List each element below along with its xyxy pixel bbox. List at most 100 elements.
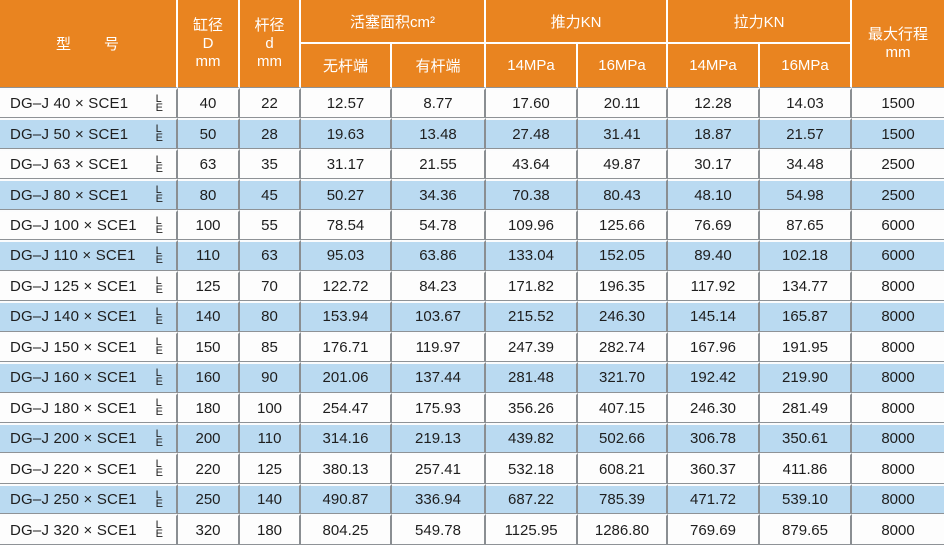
model-label: DG–J 160 × SCE1 (10, 369, 137, 387)
value-cell: 17.60 (486, 88, 578, 119)
value-cell: 804.25 (301, 514, 392, 545)
value-cell: 1500 (852, 118, 944, 149)
suffix-bottom: E (155, 314, 163, 327)
value-cell: 247.39 (486, 331, 578, 363)
value-cell: 167.96 (668, 331, 760, 363)
value-cell: 125 (240, 453, 301, 484)
header-bore-line2: D (202, 34, 214, 52)
model-cell: DG–J 200 × SCE1 L E (0, 422, 178, 454)
table-row: DG–J 100 × SCE1 L E 100 55 78.54 54.78 109.96 12… (0, 209, 944, 241)
value-cell: 80.43 (578, 179, 668, 210)
suffix-top: L (155, 458, 162, 471)
model-cell: DG–J 250 × SCE1 L E (0, 483, 178, 515)
value-cell: 34.36 (392, 179, 486, 210)
value-cell: 30.17 (668, 148, 760, 180)
value-cell: 171.82 (486, 270, 578, 302)
value-cell: 2500 (852, 148, 944, 180)
model-cell: DG–J 140 × SCE1 L E (0, 301, 178, 332)
value-cell: 8000 (852, 392, 944, 423)
model-label: DG–J 40 × SCE1 (10, 95, 129, 113)
value-cell: 608.21 (578, 453, 668, 484)
value-cell: 55 (240, 209, 301, 241)
value-cell: 89.40 (668, 240, 760, 271)
value-cell: 133.04 (486, 240, 578, 271)
value-cell: 40 (178, 88, 240, 119)
value-cell: 54.98 (760, 179, 852, 210)
value-cell: 471.72 (668, 483, 760, 515)
value-cell: 320 (178, 514, 240, 545)
value-cell: 125.66 (578, 209, 668, 241)
value-cell: 215.52 (486, 301, 578, 332)
value-cell: 8000 (852, 301, 944, 332)
value-cell: 18.87 (668, 118, 760, 149)
value-cell: 63 (178, 148, 240, 180)
value-cell: 22 (240, 88, 301, 119)
value-cell: 140 (240, 483, 301, 515)
header-pull-14mpa: 14MPa (668, 44, 760, 88)
header-rod-line2: d (265, 34, 274, 52)
suffix-bottom: E (155, 253, 163, 266)
header-model: 型 号 (0, 0, 178, 88)
header-max-stroke-line1: 最大行程 (867, 25, 928, 43)
model-label: DG–J 80 × SCE1 (10, 186, 129, 204)
suffix-bottom: E (155, 132, 163, 145)
value-cell: 281.49 (760, 392, 852, 423)
value-cell: 119.97 (392, 331, 486, 363)
model-label: DG–J 320 × SCE1 (10, 521, 137, 539)
value-cell: 785.39 (578, 483, 668, 515)
value-cell: 21.55 (392, 148, 486, 180)
value-cell: 769.69 (668, 514, 760, 545)
model-wrap: DG–J 250 × SCE1 L E (0, 489, 176, 510)
value-cell: 350.61 (760, 422, 852, 454)
value-cell: 34.48 (760, 148, 852, 180)
suffix-bottom: E (155, 223, 163, 236)
table-row: DG–J 220 × SCE1 L E 220 125 380.13 257.41 532.1… (0, 453, 944, 484)
suffix-bottom: E (155, 162, 163, 175)
value-cell: 102.18 (760, 240, 852, 271)
value-cell: 63 (240, 240, 301, 271)
suffix-bottom: E (155, 497, 163, 510)
header-rod-line3: mm (257, 52, 282, 70)
value-cell: 20.11 (578, 88, 668, 119)
value-cell: 191.95 (760, 331, 852, 363)
value-cell: 8000 (852, 514, 944, 545)
value-cell: 1286.80 (578, 514, 668, 545)
value-cell: 31.41 (578, 118, 668, 149)
model-wrap: DG–J 160 × SCE1 L E (0, 367, 176, 387)
header-thrust-14mpa: 14MPa (486, 44, 578, 88)
suffix-bottom: E (155, 284, 163, 297)
value-cell: 80 (240, 301, 301, 332)
value-cell: 70.38 (486, 179, 578, 210)
table-row: DG–J 250 × SCE1 L E 250 140 490.87 336.94 687.2… (0, 483, 944, 515)
value-cell: 336.94 (392, 483, 486, 515)
suffix-top: L (155, 92, 162, 105)
value-cell: 21.57 (760, 118, 852, 149)
model-label: DG–J 125 × SCE1 (10, 277, 137, 295)
table-row: DG–J 320 × SCE1 L E 320 180 804.25 549.78 1125.… (0, 514, 944, 545)
value-cell: 1500 (852, 88, 944, 119)
value-cell: 219.13 (392, 422, 486, 454)
header-pull-16mpa: 16MPa (760, 44, 852, 88)
value-cell: 2500 (852, 179, 944, 210)
model-wrap: DG–J 40 × SCE1 L E (0, 92, 176, 113)
model-cell: DG–J 100 × SCE1 L E (0, 209, 178, 241)
value-cell: 200 (178, 422, 240, 454)
value-cell: 1125.95 (486, 514, 578, 545)
header-piston-area: 活塞面积cm² (301, 0, 486, 44)
value-cell: 539.10 (760, 483, 852, 515)
value-cell: 153.94 (301, 301, 392, 332)
value-cell: 150 (178, 331, 240, 363)
suffix-top: L (155, 427, 162, 440)
suffix-top: L (155, 153, 162, 166)
table-row: DG–J 40 × SCE1 L E 40 22 12.57 8.77 17.60 20.11 1… (0, 88, 944, 119)
model-cell: DG–J 110 × SCE1 L E (0, 240, 178, 271)
suffix-bottom: E (155, 345, 163, 358)
model-label: DG–J 250 × SCE1 (10, 491, 137, 509)
